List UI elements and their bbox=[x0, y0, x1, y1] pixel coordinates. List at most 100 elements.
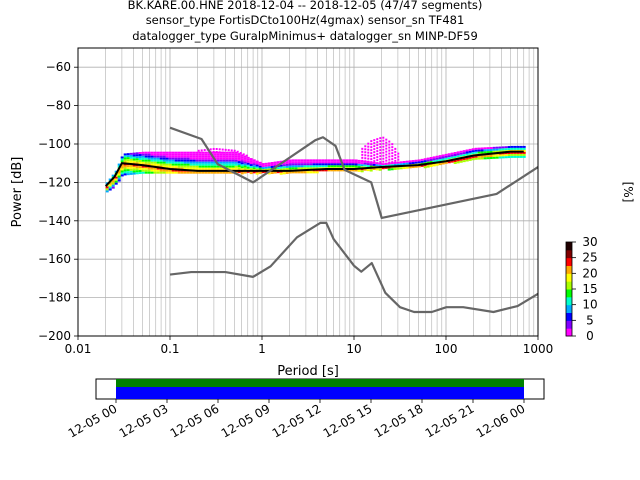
psd-outlier-cell bbox=[197, 149, 200, 152]
psd-cell bbox=[192, 151, 196, 154]
psd-cell bbox=[189, 157, 193, 160]
psd-cell bbox=[333, 163, 337, 166]
psd-cell bbox=[210, 165, 214, 168]
psd-cell bbox=[219, 161, 223, 164]
psd-cell bbox=[498, 148, 502, 151]
psd-cell bbox=[468, 148, 472, 151]
psd-cell bbox=[486, 151, 490, 154]
psd-cell bbox=[186, 165, 190, 168]
psd-cell bbox=[504, 152, 508, 155]
psd-cell bbox=[207, 167, 211, 170]
psd-cell bbox=[120, 156, 124, 159]
psd-outlier-cell bbox=[370, 140, 373, 143]
psd-cell bbox=[228, 171, 232, 174]
psd-cell bbox=[165, 165, 169, 168]
psd-cell bbox=[327, 159, 331, 162]
psd-cell bbox=[441, 156, 445, 159]
psd-cell bbox=[486, 147, 490, 150]
psd-cell bbox=[243, 163, 247, 166]
psd-cell bbox=[351, 165, 355, 168]
psd-cell bbox=[498, 154, 502, 157]
psd-cell bbox=[186, 163, 190, 166]
psd-cell bbox=[489, 147, 493, 150]
title-line-3: datalogger_type GuralpMinimus+ datalogge… bbox=[132, 29, 478, 43]
psd-cell bbox=[309, 171, 313, 174]
psd-cell bbox=[120, 168, 124, 171]
psd-cell bbox=[168, 159, 172, 162]
psd-cell bbox=[189, 163, 193, 166]
psd-outlier-cell bbox=[388, 158, 391, 161]
psd-outlier-cell bbox=[373, 154, 376, 157]
psd-outlier-cell bbox=[382, 160, 385, 163]
psd-cell bbox=[432, 164, 436, 167]
psd-outlier-cell bbox=[367, 154, 370, 157]
psd-cell bbox=[417, 161, 421, 164]
psd-cell bbox=[159, 157, 163, 160]
psd-cell bbox=[198, 171, 202, 174]
psd-cell bbox=[240, 164, 244, 167]
psd-cell bbox=[516, 145, 520, 148]
psd-cell bbox=[210, 161, 214, 164]
psd-cell bbox=[234, 153, 238, 156]
psd-cell bbox=[297, 171, 301, 174]
psd-cell bbox=[177, 159, 181, 162]
psd-cell bbox=[312, 161, 316, 164]
psd-cell bbox=[267, 162, 271, 165]
psd-cell bbox=[168, 155, 172, 158]
psd-cell bbox=[204, 151, 208, 154]
psd-cell bbox=[222, 171, 226, 174]
psd-cell bbox=[192, 167, 196, 170]
x-tick-label: 100 bbox=[435, 342, 458, 356]
psd-cell bbox=[237, 167, 241, 170]
psd-cell bbox=[123, 155, 127, 158]
title-line-1: BK.KARE.00.HNE 2018-12-04 -- 2018-12-05 … bbox=[128, 0, 483, 12]
psd-cell bbox=[483, 157, 487, 160]
psd-cell bbox=[180, 167, 184, 170]
psd-cell bbox=[447, 153, 451, 156]
psd-cell bbox=[129, 166, 133, 169]
psd-cell bbox=[495, 148, 499, 151]
psd-cell bbox=[234, 157, 238, 160]
psd-cell bbox=[123, 171, 127, 174]
psd-cell bbox=[510, 151, 514, 154]
psd-cell bbox=[330, 161, 334, 164]
psd-outlier-cell bbox=[385, 156, 388, 159]
psd-cell bbox=[522, 149, 526, 152]
psd-cell bbox=[426, 157, 430, 160]
psd-cell bbox=[462, 152, 466, 155]
psd-cell bbox=[120, 158, 124, 161]
psd-cell bbox=[117, 175, 121, 178]
psd-cell bbox=[213, 155, 217, 158]
psd-cell bbox=[192, 161, 196, 164]
psd-cell bbox=[426, 165, 430, 168]
psd-cell bbox=[225, 161, 229, 164]
psd-cell bbox=[132, 170, 136, 173]
psd-outlier-cell bbox=[367, 151, 370, 154]
psd-cell bbox=[195, 157, 199, 160]
psd-cell bbox=[306, 159, 310, 162]
psd-cell bbox=[150, 151, 154, 154]
psd-cell bbox=[285, 161, 289, 164]
psd-cell bbox=[192, 157, 196, 160]
psd-cell bbox=[507, 148, 511, 151]
psd-cell bbox=[408, 160, 412, 163]
psd-cell bbox=[477, 151, 481, 154]
psd-outlier-cell bbox=[212, 150, 215, 153]
psd-outlier-cell bbox=[376, 162, 379, 165]
psd-cell bbox=[129, 160, 133, 163]
psd-cell bbox=[264, 162, 268, 165]
psd-cell bbox=[225, 163, 229, 166]
psd-cell bbox=[129, 156, 133, 159]
psd-outlier-cell bbox=[209, 148, 212, 151]
psd-cell bbox=[204, 163, 208, 166]
psd-cell bbox=[129, 154, 133, 157]
psd-outlier-cell bbox=[385, 153, 388, 156]
psd-cell bbox=[120, 160, 124, 163]
psd-cell bbox=[393, 161, 397, 164]
psd-cell bbox=[183, 155, 187, 158]
psd-cell bbox=[198, 167, 202, 170]
psd-cell bbox=[504, 148, 508, 151]
psd-cell bbox=[135, 152, 139, 155]
psd-cell bbox=[243, 171, 247, 174]
